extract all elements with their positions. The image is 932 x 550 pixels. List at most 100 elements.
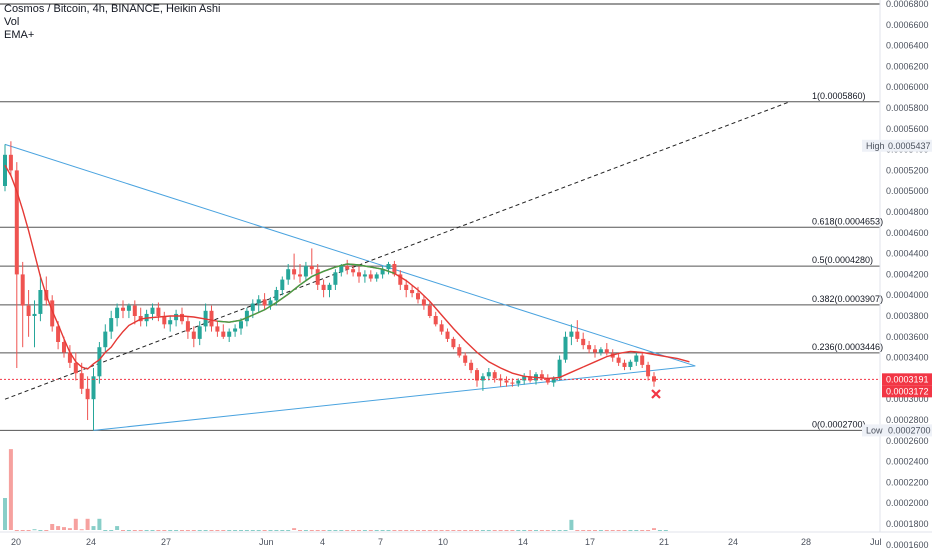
volume-bar [392,530,397,531]
time-axis[interactable]: 20 24 27 Jun 4 7 10 14 17 21 24 28 Jul [0,531,932,547]
volume-bar [557,530,562,531]
volume-bar [439,530,444,531]
projection-trend-line [4,101,790,400]
current-price-line [0,378,880,399]
volume-bar [150,530,155,531]
candle-body [286,269,291,280]
candle-body [528,376,533,381]
volume-bar [516,530,521,531]
volume-bar [575,530,580,531]
current-price-value: 0.0003191 [886,374,929,384]
candle-body [191,331,196,339]
time-tick-label: Jun [259,537,274,547]
candle-body [67,352,72,363]
candle-body [268,300,273,306]
volume-bar [262,530,267,531]
ema-red-segment-late [582,350,690,368]
symbol-title[interactable]: Cosmos / Bitcoin, 4h, BINANCE, Heikin As… [4,3,221,15]
volume-indicator-label[interactable]: Vol [4,16,20,28]
volume-bar [416,530,420,531]
volume-bar [233,530,238,531]
candle-body [32,313,37,316]
price-tick-label: 0.0004400 [886,249,929,259]
high-label-bg [862,139,932,152]
candle-body [244,310,249,322]
price-tick-label: 0.0001800 [886,519,929,529]
volume-bar [215,530,220,531]
candle-body [315,269,320,285]
candle-body [463,355,468,363]
price-tick-label: 0.0002800 [886,415,929,425]
candle-body [522,376,527,381]
candle-body [563,336,568,360]
candle-body [410,290,415,294]
volume-bar [522,530,527,531]
candle-body [380,269,385,275]
candle-body [398,274,403,285]
volume-bar [67,528,72,530]
volume-bar [203,530,208,531]
volume-bar [634,530,639,531]
candle-body [646,364,651,377]
price-tick-label: 0.0004800 [886,207,929,217]
volume-bar [433,530,438,531]
candle-body [587,345,592,350]
volume-bar [227,530,232,531]
candle-body [386,264,391,270]
price-axis[interactable]: 0.0006800 0.0006600 0.0006400 0.0006200 0.00… [862,0,932,550]
time-tick-label: 24 [86,537,96,547]
candle-body [516,380,521,384]
candle-body [233,328,238,332]
volume-bar [303,530,308,531]
candle-body [545,378,550,383]
volume-bar [174,530,179,531]
trend-lines[interactable] [4,101,790,431]
volume-bar [534,530,538,531]
candle-body [14,170,19,275]
time-tick-label: 14 [518,537,528,547]
candle-body [492,372,497,379]
candle-body [333,272,338,285]
volume-bar [44,530,49,531]
candle-body [280,279,285,290]
candle-body [321,284,326,290]
candle-body [262,299,267,306]
fibonacci-retracement[interactable]: 1(0.0005860) 0.618(0.0004653) 0.5(0.000428… [0,3,883,431]
candle-body [256,299,261,304]
candle-body [274,290,279,301]
volume-bar [498,530,503,531]
candle-body [109,318,114,332]
volume-bar [622,530,627,531]
volume-bar [292,528,297,530]
candle-body [309,266,314,270]
candle-body [475,370,479,381]
volume-bar [73,518,78,530]
candle-body [598,349,603,353]
candle-body [433,316,438,325]
volume-bar [339,530,344,531]
volume-bar [56,526,61,530]
price-tick-label: 0.0006600 [886,20,929,30]
low-value: 0.0002700 [888,425,931,435]
candle-body [174,313,179,321]
candle-body [634,355,639,362]
candle-body [3,154,7,186]
volume-bar [26,530,31,531]
price-tick-label: 0.0006200 [886,61,929,71]
candle-body [292,269,297,275]
volume-bar [132,530,137,531]
candle-body [486,372,491,377]
volume-bar [327,530,332,531]
volume-bar [286,530,291,531]
candle-body [91,376,96,400]
candle-body [180,313,184,322]
volume-bar [168,530,173,531]
candle-body [504,380,509,383]
price-tick-label: 0.0005800 [886,103,929,113]
volume-bar [268,530,273,531]
ema-indicator-label[interactable]: EMA+ [4,29,35,41]
volume-bar [79,529,84,531]
volume-bar [345,530,350,531]
volume-bar [244,530,249,531]
